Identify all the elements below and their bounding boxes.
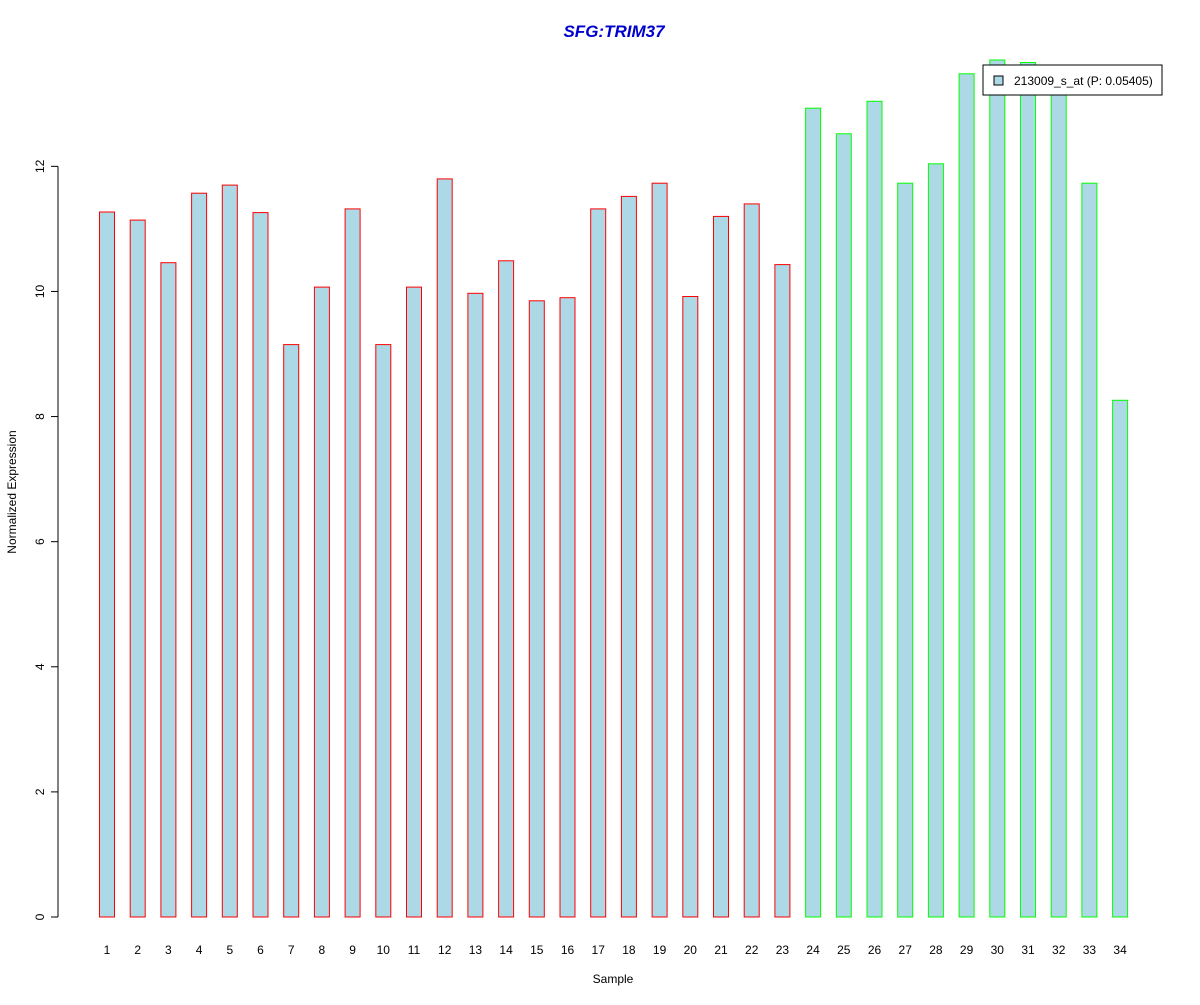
y-axis-label: Normalized Expression bbox=[5, 430, 19, 553]
bar-sample-1 bbox=[99, 211, 115, 918]
x-axis-tick-label: 31 bbox=[1021, 943, 1035, 957]
x-axis-tick-label: 4 bbox=[196, 943, 203, 957]
bar-sample-8 bbox=[313, 286, 330, 918]
bar-sample-18 bbox=[620, 195, 637, 918]
bar-sample-15 bbox=[528, 300, 545, 918]
x-axis-tick-label: 14 bbox=[499, 943, 513, 957]
bar-sample-33 bbox=[1081, 182, 1098, 918]
legend: 213009_s_at (P: 0.05405) bbox=[982, 64, 1163, 96]
bar-sample-2 bbox=[129, 219, 146, 918]
bar-sample-7 bbox=[283, 344, 300, 918]
bar-sample-26 bbox=[866, 100, 883, 918]
x-axis-tick-label: 21 bbox=[714, 943, 728, 957]
bar-sample-11 bbox=[406, 286, 422, 918]
x-axis-tick-label: 34 bbox=[1113, 943, 1127, 957]
x-axis-tick-label: 10 bbox=[377, 943, 391, 957]
legend-box bbox=[982, 64, 1163, 96]
x-axis-tick-label: 5 bbox=[226, 943, 233, 957]
x-axis-tick-label: 25 bbox=[837, 943, 851, 957]
x-axis-tick-label: 17 bbox=[592, 943, 606, 957]
y-axis-tick-label: 0 bbox=[33, 913, 47, 920]
bar-sample-14 bbox=[498, 260, 515, 918]
legend-swatch bbox=[993, 75, 1004, 86]
x-axis-tick-label: 15 bbox=[530, 943, 544, 957]
x-axis-tick-label: 18 bbox=[622, 943, 636, 957]
y-axis-tick-label: 4 bbox=[33, 663, 47, 670]
x-axis-tick-label: 30 bbox=[991, 943, 1005, 957]
x-axis-tick-label: 8 bbox=[319, 943, 326, 957]
bar-sample-27 bbox=[897, 182, 914, 918]
x-axis-tick-label: 1 bbox=[104, 943, 111, 957]
bar-sample-29 bbox=[958, 73, 975, 918]
x-axis-tick-label: 22 bbox=[745, 943, 759, 957]
bar-sample-9 bbox=[344, 208, 361, 918]
bar-sample-5 bbox=[221, 184, 238, 918]
x-axis-tick-label: 23 bbox=[776, 943, 790, 957]
bar-sample-24 bbox=[805, 107, 822, 918]
y-axis-tick-label: 8 bbox=[33, 413, 47, 420]
x-axis-tick-label: 2 bbox=[134, 943, 141, 957]
bar-sample-22 bbox=[743, 203, 760, 918]
bar-sample-20 bbox=[682, 296, 699, 918]
x-axis-tick-label: 33 bbox=[1083, 943, 1097, 957]
bar-sample-32 bbox=[1050, 90, 1067, 918]
x-axis-tick-label: 7 bbox=[288, 943, 295, 957]
bars bbox=[99, 59, 1129, 918]
x-axis-tick-label: 13 bbox=[469, 943, 483, 957]
x-axis-tick-label: 6 bbox=[257, 943, 264, 957]
x-axis-tick-label: 3 bbox=[165, 943, 172, 957]
bar-sample-17 bbox=[590, 208, 607, 918]
bar-sample-12 bbox=[436, 178, 453, 918]
bar-sample-31 bbox=[1020, 62, 1036, 918]
bar-sample-4 bbox=[191, 192, 208, 918]
x-axis-tick-label: 16 bbox=[561, 943, 575, 957]
x-axis-tick-label: 19 bbox=[653, 943, 667, 957]
bar-sample-25 bbox=[835, 133, 852, 918]
bar-sample-28 bbox=[927, 163, 944, 918]
y-axis-tick-label: 10 bbox=[33, 284, 47, 298]
x-axis-tick-label: 27 bbox=[899, 943, 913, 957]
bar-sample-21 bbox=[713, 215, 729, 918]
chart-title: SFG:TRIM37 bbox=[563, 22, 666, 41]
x-axis-tick-label: 11 bbox=[408, 943, 421, 957]
y-axis-tick-label: 6 bbox=[33, 538, 47, 545]
x-axis-tick-label: 28 bbox=[929, 943, 943, 957]
x-axis-tick-labels: 1 2 3 4 5 6 7 8 9 10 11 12 13 14 15 16 17 18 19 20 21 22 23 24 2… bbox=[104, 943, 1127, 957]
bar-sample-19 bbox=[651, 182, 668, 918]
x-axis-label: Sample bbox=[593, 972, 634, 986]
bar-sample-6 bbox=[252, 212, 269, 918]
x-axis-tick-label: 12 bbox=[438, 943, 452, 957]
bar-sample-23 bbox=[774, 264, 791, 918]
x-axis-tick-label: 20 bbox=[684, 943, 698, 957]
bar-sample-34 bbox=[1112, 399, 1129, 918]
y-axis-tick-label: 12 bbox=[33, 159, 47, 173]
bar-sample-3 bbox=[160, 262, 177, 918]
x-axis-tick-label: 26 bbox=[868, 943, 882, 957]
bar-sample-10 bbox=[375, 344, 392, 918]
bar-sample-13 bbox=[467, 292, 484, 918]
y-axis-tick-label: 2 bbox=[33, 788, 47, 795]
legend-entry-label: 213009_s_at (P: 0.05405) bbox=[1014, 74, 1153, 88]
x-axis-tick-label: 29 bbox=[960, 943, 974, 957]
y-axis: 0 2 4 6 8 10 12 bbox=[33, 159, 59, 920]
x-axis-tick-label: 9 bbox=[349, 943, 356, 957]
bar-sample-30 bbox=[989, 59, 1006, 918]
bar-sample-16 bbox=[559, 297, 576, 918]
x-axis-tick-label: 32 bbox=[1052, 943, 1066, 957]
x-axis-tick-label: 24 bbox=[806, 943, 820, 957]
